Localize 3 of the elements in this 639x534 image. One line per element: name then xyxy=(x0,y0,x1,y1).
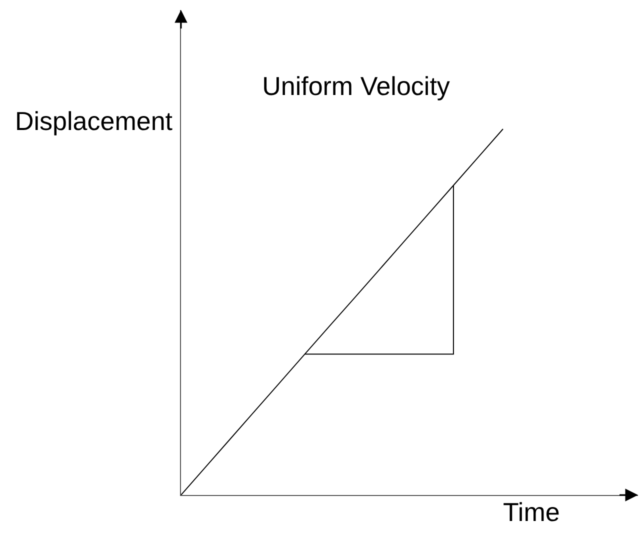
x-axis-title: Time xyxy=(503,497,560,527)
chart-title: Uniform Velocity xyxy=(262,71,450,102)
y-axis-title: Displacement xyxy=(15,106,174,136)
